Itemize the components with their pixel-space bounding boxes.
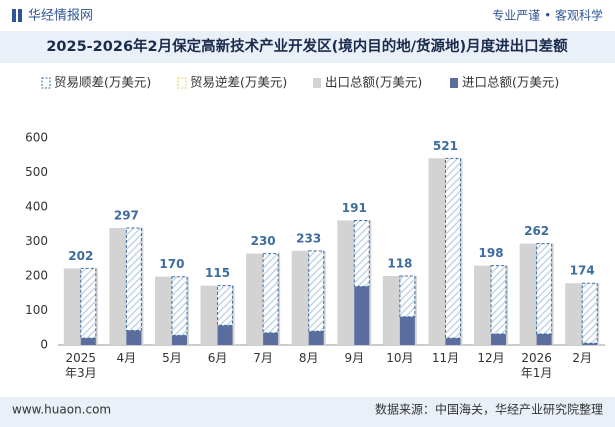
logo [18, 9, 22, 22]
x-tick-label: 11月 [431, 351, 460, 365]
value-label: 297 [114, 209, 139, 223]
surplus-bar [444, 157, 461, 339]
source: 数据来源：中国海关，华经产业研究院整理 [375, 402, 603, 417]
legend-swatch [41, 77, 51, 89]
footer-bar [0, 397, 615, 427]
y-tick-label: 0 [40, 338, 48, 352]
import-bar [126, 330, 142, 345]
x-tick-label: 4月 [116, 351, 137, 365]
header-bar [0, 0, 615, 30]
import-bar [399, 316, 415, 345]
x-tick-label: 2025年3月 [64, 351, 97, 380]
value-label: 521 [433, 139, 458, 153]
x-tick-label: 2026年1月 [520, 351, 553, 380]
value-label: 202 [68, 249, 93, 263]
x-tick-label: 10月 [386, 351, 414, 365]
import-bar [171, 335, 187, 345]
title-bar [0, 31, 615, 63]
x-tick-label: 9月 [344, 351, 365, 365]
legend-label: 贸易顺差(万美元) [54, 75, 151, 90]
import-bar [263, 332, 279, 345]
import-bar [445, 338, 461, 345]
x-tick-label: 8月 [298, 351, 319, 365]
surplus-bar [171, 276, 188, 336]
import-bar [536, 333, 552, 345]
value-label: 198 [479, 246, 504, 260]
surplus-bar [80, 267, 97, 339]
import-bar [354, 286, 370, 345]
import-bar [308, 331, 324, 345]
legend-label: 进口总额(万美元) [462, 75, 559, 90]
legend-swatch [450, 78, 458, 88]
legend-swatch [313, 78, 321, 88]
surplus-bar [490, 265, 507, 335]
y-tick-label: 500 [25, 165, 48, 179]
surplus-bar [399, 275, 416, 318]
x-tick-label: 6月 [207, 351, 228, 365]
surplus-bar [536, 243, 553, 335]
x-tick-label: 2月 [572, 351, 593, 365]
value-label: 230 [251, 234, 276, 248]
value-label: 118 [387, 257, 412, 271]
y-tick-label: 100 [25, 303, 48, 317]
value-label: 115 [205, 266, 230, 280]
surplus-bar [353, 219, 370, 287]
logo [12, 9, 16, 22]
x-tick-label: 12月 [477, 351, 505, 365]
surplus-bar [217, 285, 234, 326]
x-tick-label: 7月 [253, 351, 273, 365]
website: www.huaon.com [12, 403, 111, 417]
surplus-bar [308, 250, 325, 332]
brand: 华经情报网 [28, 9, 93, 24]
import-bar [80, 338, 96, 345]
slogan: 专业严谨 • 客观科学 [492, 8, 603, 23]
chart-title: 2025-2026年2月保定高新技术产业开发区(境内目的地/货源地)月度进出口差… [46, 37, 568, 55]
y-tick-label: 300 [25, 234, 48, 248]
value-label: 170 [159, 257, 184, 271]
value-label: 174 [570, 264, 595, 278]
import-bar [491, 333, 507, 345]
value-label: 233 [296, 231, 321, 245]
x-tick-label: 5月 [162, 351, 182, 365]
y-tick-label: 400 [25, 200, 48, 214]
legend-label: 出口总额(万美元) [325, 75, 422, 90]
surplus-bar [262, 253, 279, 334]
value-label: 191 [342, 201, 367, 215]
legend-label: 贸易逆差(万美元) [190, 75, 287, 90]
import-bar [217, 325, 233, 345]
surplus-bar [581, 282, 598, 344]
import-bar [582, 343, 598, 345]
value-label: 262 [524, 224, 549, 238]
y-tick-label: 600 [25, 131, 48, 145]
surplus-bar [125, 227, 142, 332]
y-tick-label: 200 [25, 269, 48, 283]
legend-swatch [177, 77, 187, 89]
